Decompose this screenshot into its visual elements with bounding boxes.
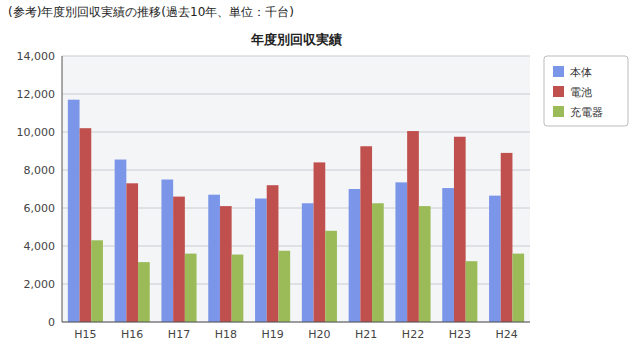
legend: 本体電池充電器 <box>544 56 628 126</box>
bar <box>255 199 267 323</box>
legend-frame <box>544 56 628 126</box>
x-tick-label: H16 <box>121 328 143 341</box>
x-axis: H15 H16 H17 H18 H19 H20 H21 H22 H23 H24 <box>74 328 517 341</box>
y-tick-label: 14,000 <box>17 50 56 63</box>
bar <box>161 180 173 323</box>
grid-line <box>62 94 530 95</box>
legend-swatch <box>553 66 564 77</box>
bar <box>91 240 103 322</box>
y-tick-label: 0 <box>48 316 55 329</box>
x-tick-label: H15 <box>74 328 96 341</box>
bar <box>208 195 220 322</box>
bars <box>68 100 524 322</box>
plot-background <box>62 56 530 322</box>
y-tick-label: 8,000 <box>24 164 56 177</box>
y-tick-label: 6,000 <box>24 202 56 215</box>
legend-swatch <box>553 106 564 117</box>
y-tick-label: 2,000 <box>24 278 56 291</box>
bar <box>407 131 419 322</box>
bar <box>232 255 244 322</box>
grid-line <box>62 56 530 57</box>
bar <box>489 196 501 322</box>
legend-label: 本体 <box>570 66 592 79</box>
title: 年度別回収実績 <box>250 32 342 47</box>
x-tick-label: H17 <box>168 328 190 341</box>
x-tick-label: H20 <box>308 328 330 341</box>
bar <box>419 206 431 322</box>
bar <box>466 261 478 322</box>
bar <box>325 231 337 322</box>
bar <box>115 160 127 322</box>
bar <box>68 100 80 322</box>
y-axis: 0 2,000 4,000 6,000 8,000 10,000 12,000 14,000 <box>17 50 531 329</box>
y-tick-label: 12,000 <box>17 88 56 101</box>
x-tick-label: H23 <box>449 328 471 341</box>
bar <box>314 162 326 322</box>
legend-label: 充電器 <box>570 106 603 119</box>
x-tick-label: H18 <box>215 328 237 341</box>
x-tick-label: H24 <box>495 328 517 341</box>
bar <box>80 128 92 322</box>
bar <box>360 146 372 322</box>
x-tick-label: H19 <box>261 328 283 341</box>
y-axis-line <box>62 56 63 322</box>
chart: (参考)年度別回収実績の推移(過去10年、単位：千台) 年度別回収実績 0 2,000… <box>0 0 640 361</box>
bar <box>372 203 384 322</box>
bar <box>395 182 407 322</box>
bar <box>512 254 524 322</box>
x-tick-label: H21 <box>355 328 377 341</box>
legend-label: 電池 <box>570 86 592 99</box>
bar <box>173 197 185 322</box>
bar <box>302 203 314 322</box>
x-tick-label: H22 <box>402 328 424 341</box>
bar <box>278 251 290 322</box>
legend-swatch <box>553 86 564 97</box>
grid-line <box>62 132 530 133</box>
bar <box>220 206 232 322</box>
bar <box>185 254 197 322</box>
bar <box>442 188 454 322</box>
bar <box>501 153 513 322</box>
bar <box>267 185 279 322</box>
bar <box>126 183 138 322</box>
x-axis-line <box>62 322 530 323</box>
bar <box>454 137 466 322</box>
subtitle: (参考)年度別回収実績の推移(過去10年、単位：千台) <box>8 5 294 19</box>
bar <box>349 189 361 322</box>
grid-line <box>62 322 530 323</box>
y-tick-label: 4,000 <box>24 240 56 253</box>
y-tick-label: 10,000 <box>17 126 56 139</box>
bar <box>138 262 150 322</box>
